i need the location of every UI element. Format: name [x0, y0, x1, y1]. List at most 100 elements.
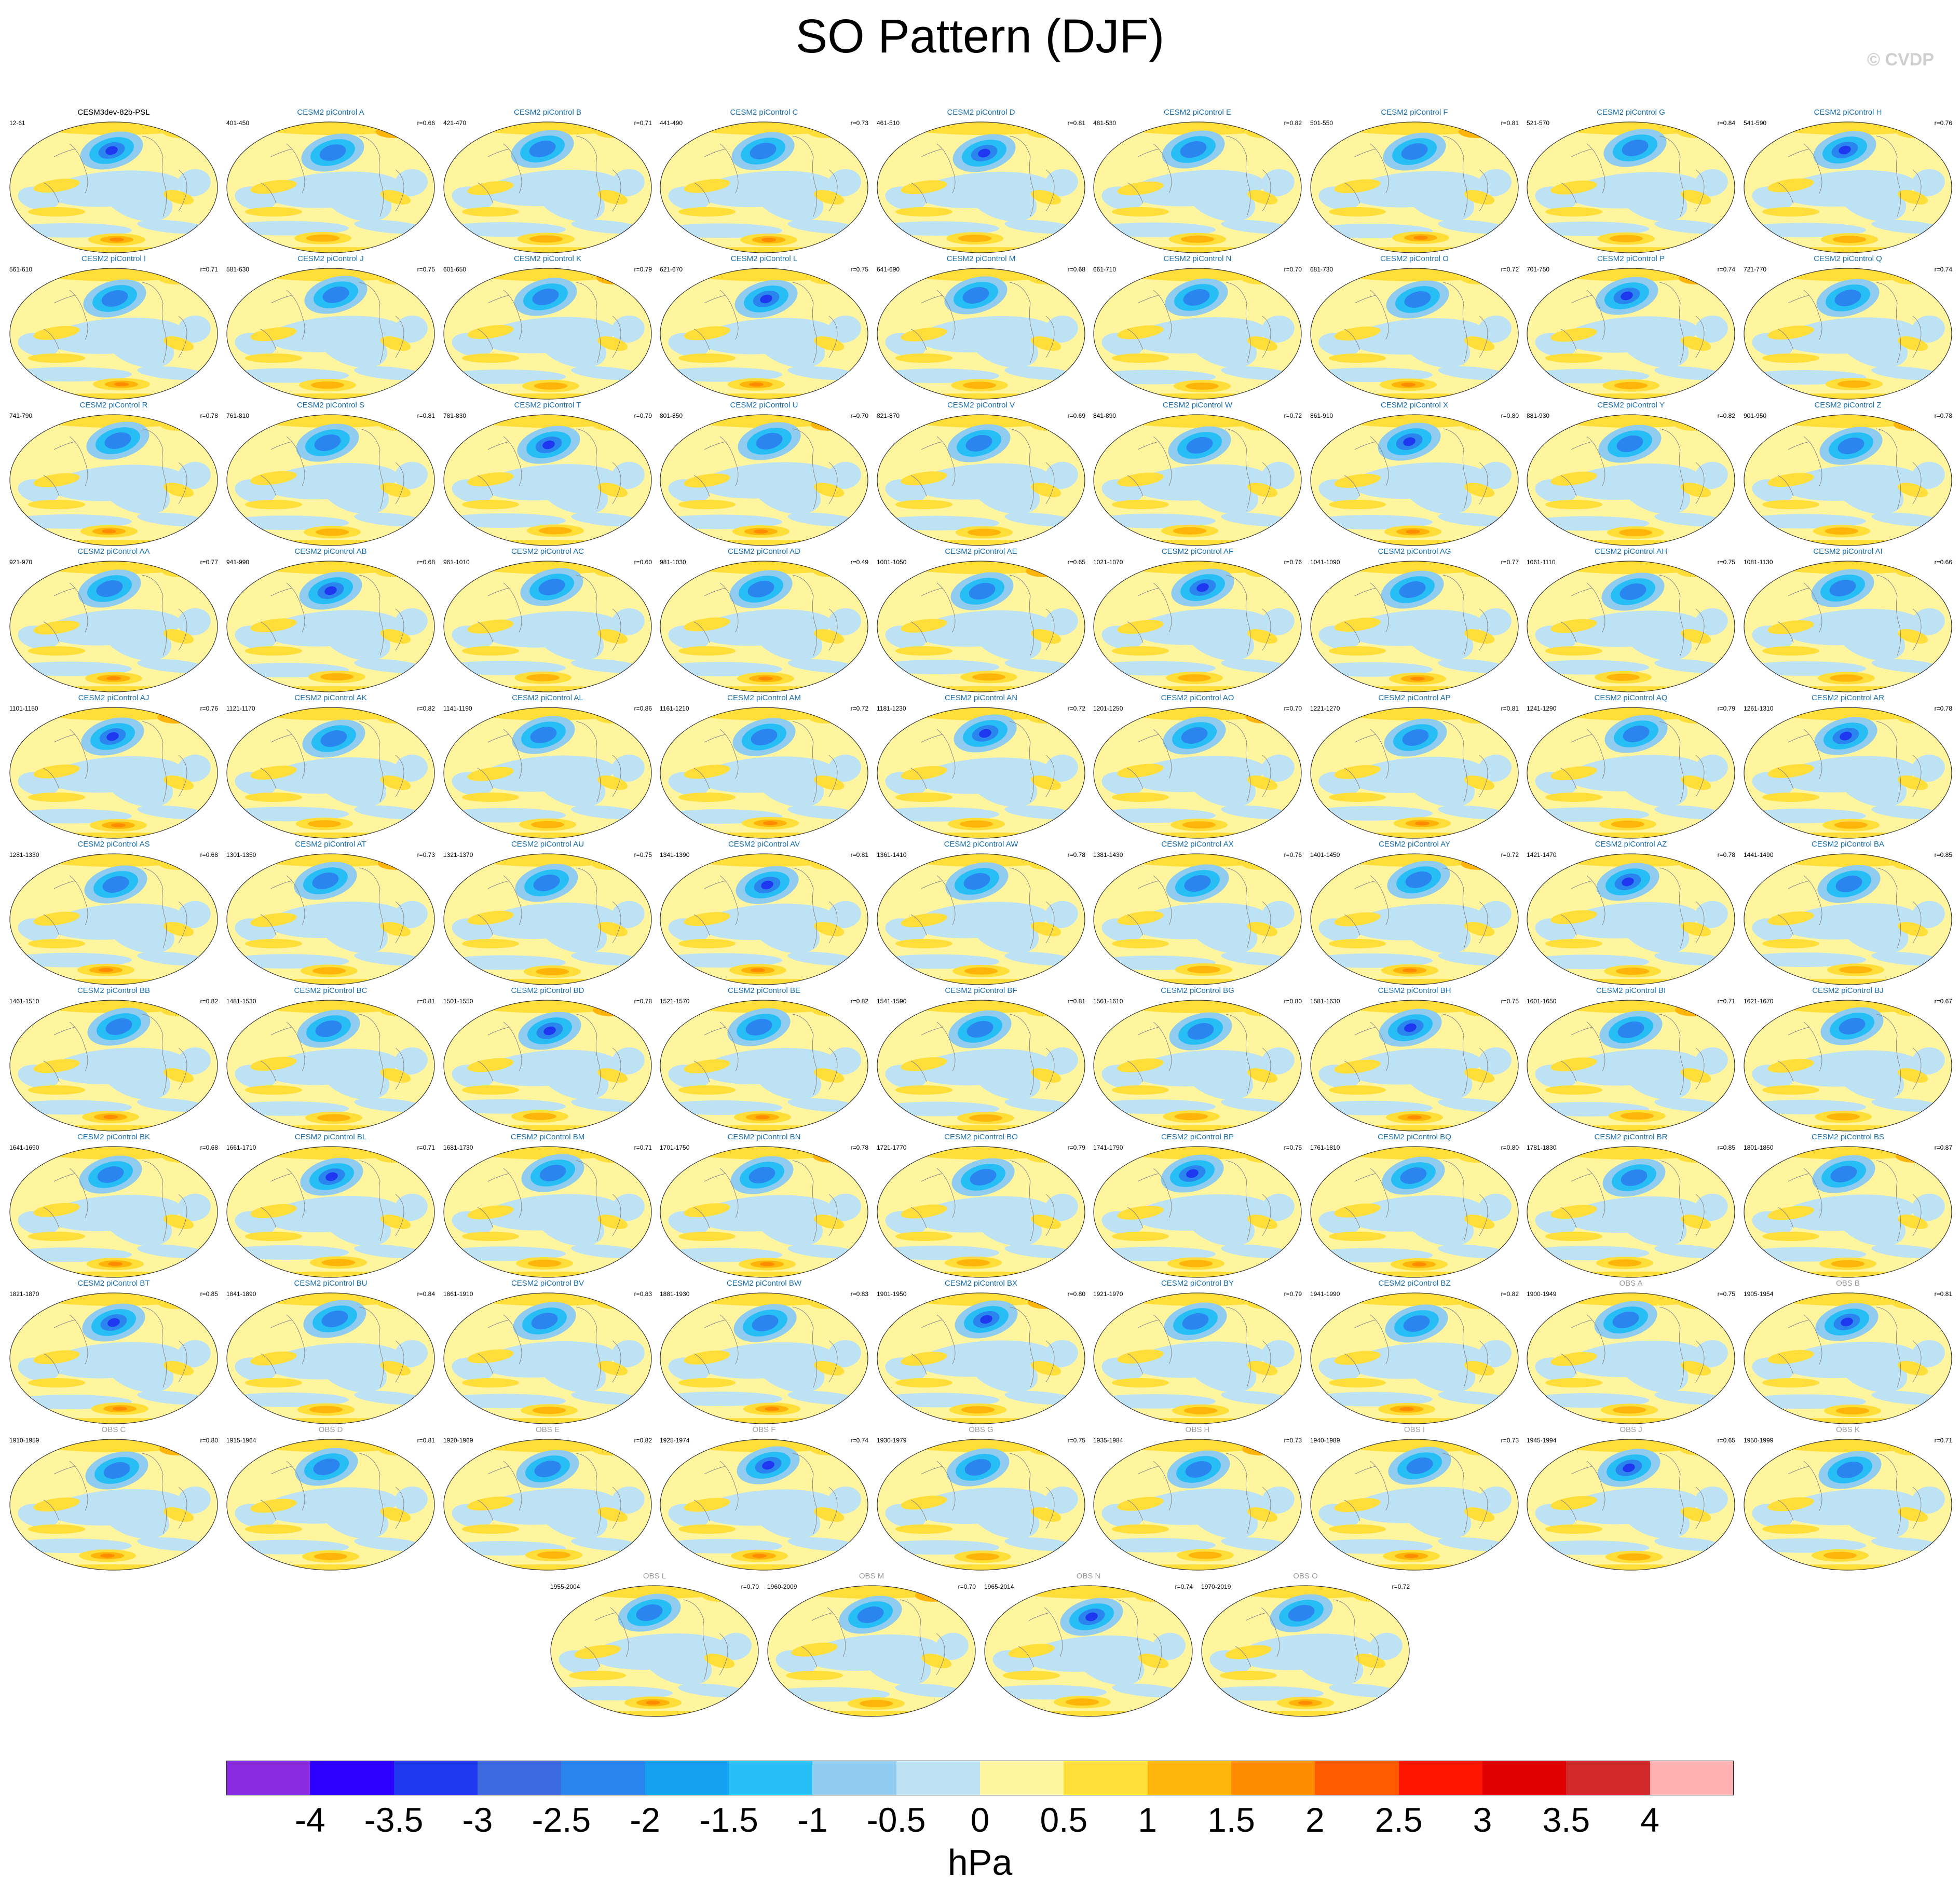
panel-correlation: r=0.79 — [634, 266, 652, 273]
colorbar-swatch — [980, 1761, 1065, 1795]
panel-years: 1945-1994 — [1527, 1437, 1557, 1444]
map-plot — [984, 1585, 1193, 1717]
panel-correlation: r=0.82 — [850, 998, 868, 1005]
map-plot — [1310, 707, 1519, 839]
map-plot — [443, 1146, 652, 1278]
panel-title: CESM2 piControl AM — [727, 693, 801, 702]
panel-years: 1641-1690 — [9, 1144, 39, 1151]
map-panel: OBS F 1925-1974 r=0.74 — [658, 1425, 870, 1572]
panel-title: CESM2 piControl G — [1597, 108, 1665, 117]
panel-years: 1701-1750 — [660, 1144, 690, 1151]
panel-years: 601-650 — [443, 266, 467, 273]
map-panel: CESM2 piControl BY 1921-1970 r=0.79 — [1091, 1279, 1304, 1425]
map-plot — [1744, 121, 1952, 253]
panel-years: 1941-1990 — [1310, 1290, 1340, 1298]
panel-title: CESM2 piControl BU — [294, 1279, 367, 1288]
panel-title: OBS D — [318, 1425, 343, 1434]
panel-years: 1935-1984 — [1093, 1437, 1123, 1444]
panel-title: CESM2 piControl BA — [1811, 840, 1885, 849]
map-panel: CESM3dev-82b-PSL 12-61 — [7, 108, 220, 254]
panel-years: 1161-1210 — [660, 705, 689, 712]
panel-title: CESM2 piControl AU — [511, 840, 584, 849]
panel-title: CESM2 piControl Z — [1814, 401, 1882, 410]
panel-correlation: r=0.72 — [1501, 266, 1519, 273]
map-panel: CESM2 piControl BZ 1941-1990 r=0.82 — [1308, 1279, 1521, 1425]
panel-title: CESM2 piControl BI — [1596, 986, 1666, 995]
panel-title: CESM2 piControl C — [730, 108, 798, 117]
panel-title: OBS A — [1619, 1279, 1643, 1288]
panel-correlation: r=0.81 — [1501, 119, 1519, 127]
colorbar-tick-label: 1 — [1138, 1801, 1158, 1839]
panel-correlation: r=0.72 — [1284, 412, 1302, 419]
panel-correlation: r=0.75 — [1284, 1144, 1302, 1151]
panel-title: CESM2 piControl AJ — [78, 693, 149, 702]
panel-correlation: r=0.76 — [1284, 558, 1302, 566]
panel-years: 1041-1090 — [1310, 558, 1340, 566]
colorbar-tick-label: -4 — [294, 1801, 325, 1839]
panel-correlation: r=0.70 — [741, 1583, 759, 1590]
panel-title: CESM2 piControl K — [513, 254, 582, 263]
panel-title: CESM2 piControl AE — [945, 547, 1017, 556]
map-plot — [1310, 414, 1519, 546]
map-panel: CESM2 piControl BC 1481-1530 r=0.81 — [224, 986, 437, 1133]
map-plot — [1527, 121, 1735, 253]
map-panel: CESM2 piControl AM 1161-1210 r=0.72 — [658, 693, 870, 840]
map-plot — [550, 1585, 759, 1717]
map-plot — [660, 853, 868, 985]
map-panel: CESM2 piControl AD 981-1030 r=0.49 — [658, 547, 870, 693]
panel-title: OBS L — [643, 1572, 666, 1580]
map-plot — [1093, 414, 1302, 546]
map-plot — [660, 1292, 868, 1424]
map-panel: CESM2 piControl BT 1821-1870 r=0.85 — [7, 1279, 220, 1425]
map-panel: CESM2 piControl BL 1661-1710 r=0.71 — [224, 1133, 437, 1279]
panel-years: 901-950 — [1744, 412, 1767, 419]
map-plot — [9, 1439, 218, 1571]
panel-years: 1121-1170 — [226, 705, 255, 712]
panel-title: CESM2 piControl BP — [1161, 1133, 1234, 1141]
panel-title: CESM2 piControl AC — [511, 547, 584, 556]
map-panel: CESM2 piControl Z 901-950 r=0.78 — [1741, 401, 1954, 547]
panel-title: CESM2 piControl BD — [511, 986, 584, 995]
panel-correlation: r=0.71 — [634, 119, 652, 127]
map-panel: CESM2 piControl AF 1021-1070 r=0.76 — [1091, 547, 1304, 693]
panel-title: CESM2 piControl AQ — [1594, 693, 1668, 702]
map-plot — [1744, 414, 1952, 546]
panel-title: OBS F — [752, 1425, 776, 1434]
panel-title: CESM2 piControl H — [1814, 108, 1882, 117]
panel-years: 1901-1950 — [877, 1290, 907, 1298]
panel-correlation: r=0.65 — [1067, 558, 1085, 566]
colorbar-tick-label: -3.5 — [364, 1801, 424, 1839]
panel-correlation: r=0.78 — [634, 998, 652, 1005]
colorbar-swatch — [393, 1761, 478, 1795]
panel-correlation: r=0.68 — [200, 1144, 218, 1151]
map-plot — [443, 707, 652, 839]
map-panel: CESM2 piControl V 821-870 r=0.69 — [875, 401, 1087, 547]
map-plot — [1527, 414, 1735, 546]
map-panel: CESM2 piControl Y 881-930 r=0.82 — [1525, 401, 1737, 547]
panel-correlation: r=0.84 — [417, 1290, 435, 1298]
panel-correlation: r=0.81 — [417, 412, 435, 419]
panel-years: 441-490 — [660, 119, 683, 127]
panel-title: OBS C — [101, 1425, 126, 1434]
panel-title: CESM2 piControl BC — [294, 986, 367, 995]
map-panel: CESM2 piControl AW 1361-1410 r=0.78 — [875, 840, 1087, 986]
map-plot — [226, 1292, 435, 1424]
panel-title: CESM2 piControl AB — [294, 547, 367, 556]
colorbar-swatch — [226, 1761, 311, 1795]
panel-correlation: r=0.74 — [850, 1437, 868, 1444]
panel-title: CESM2 piControl BJ — [1812, 986, 1884, 995]
panel-years: 1281-1330 — [9, 851, 39, 859]
map-plot — [877, 561, 1085, 692]
colorbar-tick-label: 2 — [1305, 1801, 1325, 1839]
panel-correlation: r=0.77 — [1501, 558, 1519, 566]
colorbar-swatch — [645, 1761, 729, 1795]
panel-years: 1421-1470 — [1527, 851, 1557, 859]
panel-correlation: r=0.66 — [1934, 558, 1952, 566]
panel-correlation: r=0.81 — [417, 1437, 435, 1444]
panel-correlation: r=0.68 — [417, 558, 435, 566]
colorbar-swatch — [1398, 1761, 1483, 1795]
map-panel: OBS G 1930-1979 r=0.75 — [875, 1425, 1087, 1572]
map-panel: CESM2 piControl BJ 1621-1670 r=0.67 — [1741, 986, 1954, 1133]
panel-correlation: r=0.73 — [1501, 1437, 1519, 1444]
map-plot — [660, 1000, 868, 1132]
